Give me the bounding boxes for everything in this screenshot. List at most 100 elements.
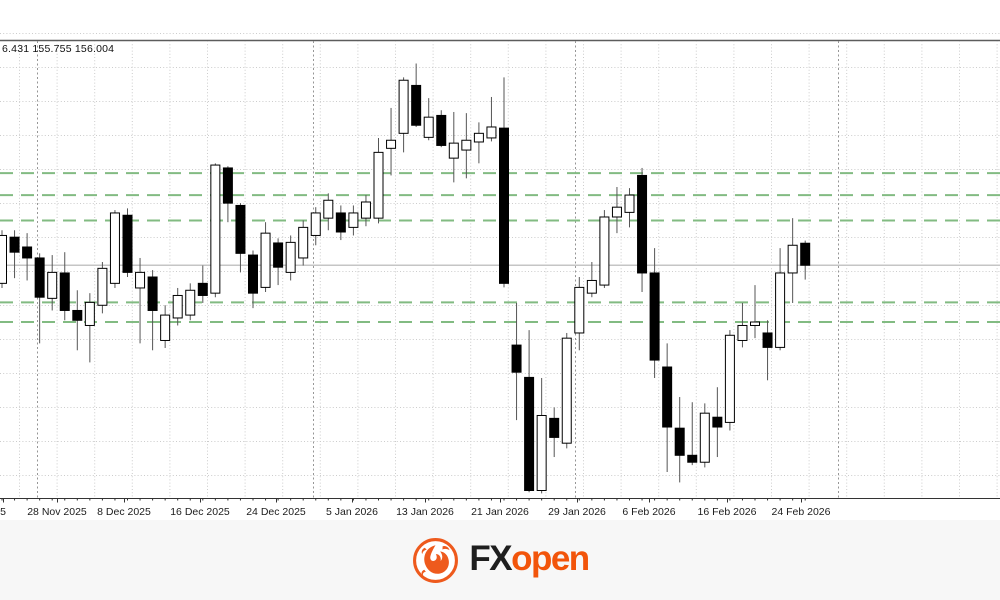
candle (398, 77, 409, 153)
candle (750, 285, 760, 339)
price-chart-svg[interactable]: 5 28 Nov 2025 8 Dec 2025 16 Dec 2025 24 Dec … (0, 0, 1000, 520)
candle-body-bullish (775, 272, 786, 348)
candle (762, 320, 773, 381)
candle-body-bullish (448, 142, 459, 159)
fxopen-emblem-icon (413, 537, 459, 583)
candle (109, 210, 120, 288)
candle-body-bullish (750, 321, 760, 326)
date-label: 8 Dec 2025 (97, 506, 151, 518)
candle (160, 305, 171, 348)
candle (84, 293, 95, 363)
candle-body-bearish (662, 366, 673, 428)
candle (775, 248, 786, 351)
candle (360, 195, 371, 227)
candle-body-bearish (411, 84, 422, 126)
candle (549, 407, 560, 458)
candle-body-bullish (310, 212, 321, 236)
candle (47, 255, 58, 311)
candle (310, 207, 321, 246)
candle-body-bearish (649, 272, 660, 361)
candle (9, 230, 20, 279)
candle-body-bullish (323, 199, 334, 219)
candle (448, 111, 459, 183)
candle (210, 163, 221, 298)
candle-body-bullish (423, 116, 434, 138)
candle (611, 186, 622, 234)
candle-body-bullish (699, 412, 710, 463)
candle-body-bullish (160, 314, 171, 341)
candle (737, 302, 748, 348)
candle (699, 403, 710, 468)
candle-body-bearish (122, 214, 133, 273)
candle (273, 238, 284, 286)
candle-body-bullish (0, 234, 7, 284)
candle (335, 205, 346, 241)
candle-body-bullish (348, 212, 359, 228)
month-separator-lines (37, 41, 839, 498)
date-label: 16 Feb 2026 (698, 506, 757, 518)
candle (586, 261, 597, 298)
candle-body-bearish (147, 276, 158, 311)
candle (511, 302, 522, 421)
footer-brand-bar: FXopen (0, 520, 1000, 600)
candle-body-bearish (22, 246, 33, 259)
candle (147, 270, 158, 351)
candle-body-bearish (524, 376, 535, 491)
date-label: 28 Nov 2025 (27, 506, 87, 518)
candle (285, 235, 296, 281)
candle (599, 210, 610, 288)
candle-body-bullish (724, 334, 735, 423)
candle-body-bullish (360, 201, 371, 219)
candle-body-bullish (109, 212, 120, 284)
candle-body-bullish (787, 244, 798, 274)
candle-body-bearish (499, 127, 509, 284)
chart-area[interactable]: 5 28 Nov 2025 8 Dec 2025 16 Dec 2025 24 Dec … (0, 0, 1000, 520)
candle-body-bearish (712, 416, 723, 428)
candle-body-bullish (47, 271, 58, 299)
time-axis-labels: 5 28 Nov 2025 8 Dec 2025 16 Dec 2025 24 Dec … (0, 498, 831, 518)
brand-fx: FX (469, 539, 512, 578)
candle-body-bearish (436, 114, 447, 146)
candle (122, 208, 133, 278)
candle-body-bearish (235, 204, 246, 254)
candle (34, 253, 45, 344)
candle (222, 166, 233, 223)
candle (687, 402, 698, 466)
candle-body-bullish (536, 414, 547, 491)
candle-body-bullish (461, 139, 472, 151)
candle (536, 377, 547, 494)
candle-body-bearish (59, 272, 70, 311)
candle (624, 188, 635, 228)
candle-body-bullish (84, 301, 95, 326)
candle (423, 98, 434, 141)
fxopen-logo: FXopen (411, 536, 590, 585)
candle-body-bearish (34, 257, 45, 298)
candle-body-bullish (561, 337, 572, 444)
date-label: 6 Feb 2026 (622, 506, 675, 518)
candle (800, 240, 811, 280)
candle-body-bearish (800, 242, 811, 266)
date-label: 29 Jan 2026 (548, 506, 606, 518)
candle-body-bearish (9, 236, 20, 253)
date-label: 24 Dec 2025 (246, 506, 306, 518)
candle (473, 122, 484, 164)
candle (386, 107, 397, 176)
candle (185, 283, 196, 321)
candle (787, 218, 798, 303)
candle-body-bullish (185, 289, 196, 316)
candle (712, 387, 723, 458)
candle (637, 167, 648, 293)
candle-body-bullish (386, 139, 397, 149)
date-label: 21 Jan 2026 (471, 506, 529, 518)
candle-body-bearish (273, 242, 284, 268)
time-axis-ticks (1, 498, 806, 501)
candle (172, 287, 183, 326)
candle (561, 332, 572, 449)
candle-body-bullish (373, 151, 384, 219)
candle (260, 222, 271, 293)
fxopen-wordmark: FXopen (469, 539, 590, 579)
candle-body-bearish (549, 417, 560, 438)
candle (486, 96, 497, 142)
candle-body-bullish (586, 279, 597, 294)
